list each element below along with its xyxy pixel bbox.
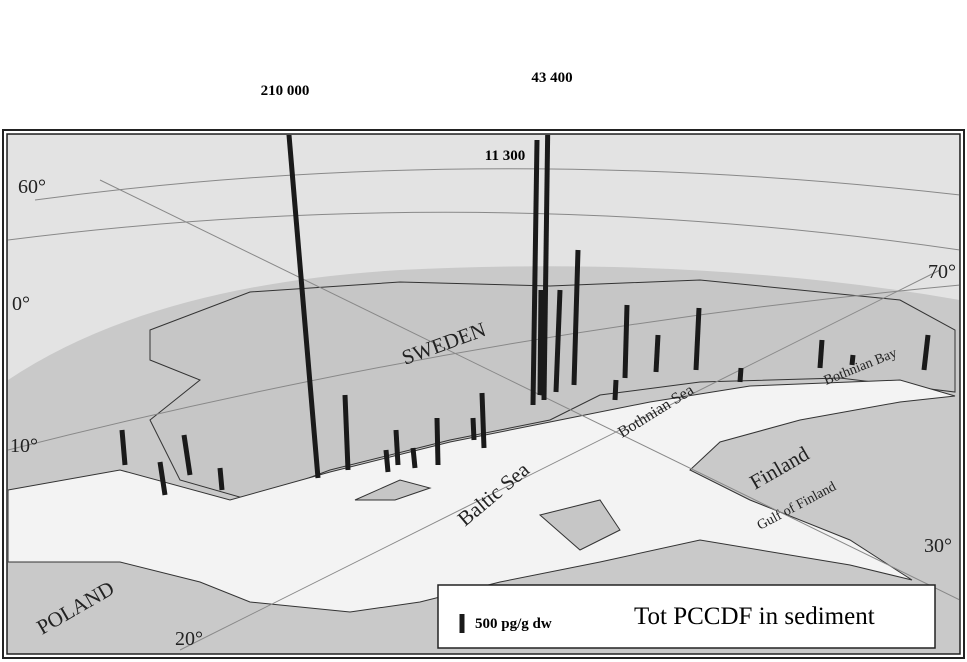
bar (342, 394, 351, 471)
bars (119, 135, 931, 496)
graticule-label: 60° (18, 176, 46, 198)
bar (653, 334, 661, 373)
bar (571, 249, 581, 386)
shape (99, 179, 959, 601)
bar (737, 367, 744, 383)
bar (849, 354, 856, 366)
graticule-label: 70° (928, 261, 956, 283)
bar (537, 289, 544, 396)
legend-box (437, 584, 936, 649)
map-body (8, 135, 959, 651)
bar (530, 139, 540, 406)
bar (612, 379, 619, 401)
legend-title: Tot PCCDF in sediment (634, 603, 875, 630)
graticule-label: 30° (924, 535, 952, 557)
bar (410, 447, 418, 469)
shape (34, 168, 959, 201)
graticule-label: 20° (175, 628, 203, 650)
peak-label: 11 300 (485, 148, 525, 164)
bar (181, 434, 193, 476)
shape (179, 269, 941, 651)
graticule-label: 0° (12, 293, 30, 315)
shape (8, 284, 959, 451)
graticule-label: 10° (10, 435, 38, 457)
bar (553, 289, 563, 393)
legend-scale: 500 pg/g dw (475, 616, 552, 632)
bar (393, 429, 401, 466)
bar (541, 135, 551, 401)
bar (217, 467, 225, 491)
bar (470, 417, 477, 441)
bar (479, 392, 487, 449)
baltic-sea (8, 379, 956, 613)
peak-label: 43 400 (531, 70, 572, 86)
graticule (8, 168, 959, 651)
bar (286, 135, 321, 479)
bar (622, 304, 630, 379)
bar (383, 449, 391, 473)
shape (8, 211, 959, 251)
frame-outer (2, 129, 965, 659)
bar (119, 429, 128, 466)
islands (354, 479, 621, 551)
bar (817, 339, 825, 369)
bar (157, 461, 168, 496)
bar (434, 417, 441, 466)
northern-sea (8, 135, 959, 380)
bar (921, 334, 931, 371)
peak-label: 210 000 (261, 83, 310, 99)
bar (693, 307, 702, 371)
